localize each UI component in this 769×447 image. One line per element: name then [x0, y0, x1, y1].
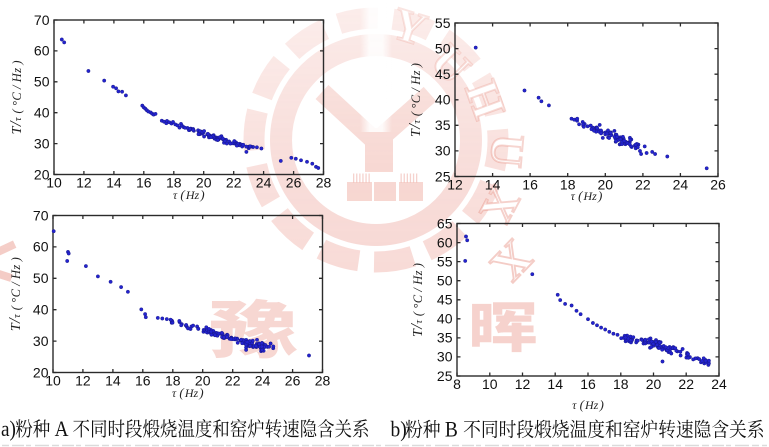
- svg-text:26: 26: [286, 175, 302, 191]
- svg-text:10: 10: [482, 376, 498, 392]
- svg-text:55: 55: [437, 253, 453, 269]
- svg-text:40: 40: [34, 105, 50, 121]
- svg-text:60: 60: [33, 239, 49, 255]
- svg-text:10: 10: [45, 373, 61, 389]
- svg-text:50: 50: [33, 270, 49, 286]
- svg-text:30: 30: [437, 349, 453, 365]
- svg-text:28: 28: [316, 175, 332, 191]
- svg-text:10: 10: [46, 175, 62, 191]
- svg-text:22: 22: [678, 376, 694, 392]
- svg-text:30: 30: [34, 135, 50, 151]
- svg-text:12: 12: [447, 177, 463, 193]
- svg-text:25: 25: [435, 168, 451, 184]
- svg-text:26: 26: [285, 373, 301, 389]
- svg-text:40: 40: [437, 311, 453, 327]
- svg-text:T/τ ( °C / Hz ): T/τ ( °C / Hz ): [5, 257, 24, 331]
- svg-text:30: 30: [435, 143, 451, 159]
- svg-text:25: 25: [437, 368, 453, 384]
- svg-text:B: B: [445, 417, 458, 441]
- svg-text:20: 20: [598, 177, 614, 193]
- svg-text:20: 20: [646, 376, 662, 392]
- svg-text:14: 14: [105, 373, 121, 389]
- svg-text:60: 60: [34, 43, 50, 59]
- svg-text:16: 16: [522, 177, 538, 193]
- svg-text:24: 24: [711, 376, 727, 392]
- svg-text:40: 40: [33, 302, 49, 318]
- svg-text:18: 18: [613, 376, 629, 392]
- svg-text:A: A: [55, 418, 69, 441]
- svg-text:16: 16: [580, 376, 596, 392]
- svg-text:U: U: [481, 132, 535, 170]
- svg-text:50: 50: [34, 74, 50, 90]
- svg-text:τ ( Hz ): τ ( Hz ): [173, 187, 205, 202]
- svg-text:18: 18: [166, 175, 182, 191]
- svg-text:50: 50: [437, 273, 453, 289]
- svg-text:26: 26: [710, 177, 726, 193]
- svg-text:50: 50: [435, 40, 451, 56]
- svg-text:τ ( Hz ): τ ( Hz ): [172, 385, 204, 400]
- svg-text:18: 18: [560, 177, 576, 193]
- svg-text:16: 16: [135, 373, 151, 389]
- svg-text:T/τ ( °C / Hz ): T/τ ( °C / Hz ): [405, 63, 424, 137]
- svg-text:60: 60: [437, 234, 453, 250]
- svg-text:12: 12: [76, 175, 92, 191]
- svg-text:45: 45: [435, 66, 451, 82]
- svg-text:20: 20: [33, 364, 49, 380]
- svg-text:T/τ ( °C / Hz ): T/τ ( °C / Hz ): [407, 263, 426, 337]
- svg-text:12: 12: [515, 376, 531, 392]
- svg-text:35: 35: [435, 117, 451, 133]
- svg-text:40: 40: [435, 92, 451, 108]
- svg-text:τ ( Hz ): τ ( Hz ): [571, 188, 603, 203]
- svg-text:22: 22: [635, 177, 651, 193]
- svg-text:14: 14: [485, 177, 501, 193]
- svg-text:65: 65: [437, 215, 453, 231]
- svg-text:20: 20: [196, 175, 212, 191]
- svg-text:45: 45: [437, 292, 453, 308]
- svg-text:8: 8: [453, 376, 461, 392]
- svg-text:18: 18: [165, 373, 181, 389]
- svg-text:24: 24: [255, 373, 271, 389]
- svg-text:24: 24: [673, 177, 689, 193]
- svg-text:70: 70: [33, 207, 49, 223]
- svg-text:b): b): [391, 417, 407, 441]
- svg-text:22: 22: [225, 373, 241, 389]
- svg-text:12: 12: [75, 373, 91, 389]
- svg-text:30: 30: [33, 333, 49, 349]
- svg-text:20: 20: [195, 373, 211, 389]
- svg-text:a): a): [1, 418, 16, 441]
- svg-text:16: 16: [136, 175, 152, 191]
- svg-text:T/τ ( °C / Hz ): T/τ ( °C / Hz ): [6, 60, 25, 134]
- svg-text:14: 14: [547, 376, 563, 392]
- svg-text:14: 14: [106, 175, 122, 191]
- svg-text:28: 28: [315, 373, 331, 389]
- svg-text:24: 24: [256, 175, 272, 191]
- svg-text:22: 22: [226, 175, 242, 191]
- svg-text:τ ( Hz ): τ ( Hz ): [572, 397, 604, 412]
- svg-text:55: 55: [435, 15, 451, 31]
- svg-text:35: 35: [437, 330, 453, 346]
- svg-text:20: 20: [34, 166, 50, 182]
- svg-text:70: 70: [34, 12, 50, 28]
